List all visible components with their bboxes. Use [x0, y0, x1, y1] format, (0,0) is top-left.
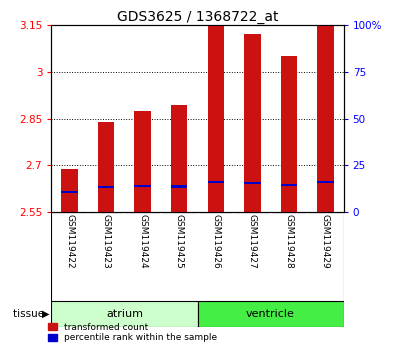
Text: GSM119428: GSM119428 [284, 214, 293, 269]
Title: GDS3625 / 1368722_at: GDS3625 / 1368722_at [117, 10, 278, 24]
Text: GSM119423: GSM119423 [102, 214, 111, 269]
Bar [207, 181, 224, 183]
Bar [171, 104, 188, 212]
Text: ▶: ▶ [42, 309, 49, 319]
Bar [51, 301, 198, 327]
Text: GSM119424: GSM119424 [138, 214, 147, 269]
Text: atrium: atrium [106, 309, 143, 319]
Text: GSM119427: GSM119427 [248, 214, 257, 269]
Bar [317, 25, 334, 212]
Bar [134, 185, 151, 187]
Text: GSM119425: GSM119425 [175, 214, 184, 269]
Bar [244, 182, 261, 184]
Bar [280, 184, 297, 186]
Bar [198, 301, 344, 327]
Bar [134, 111, 151, 212]
Bar [61, 169, 78, 212]
Bar [244, 34, 261, 212]
Bar [61, 191, 78, 193]
Bar [317, 181, 334, 183]
Text: ventricle: ventricle [246, 309, 295, 319]
Bar [171, 185, 188, 188]
Bar [207, 25, 224, 212]
Text: tissue: tissue [13, 309, 47, 319]
Bar [98, 122, 115, 212]
Text: GSM119429: GSM119429 [321, 214, 330, 269]
Bar [280, 56, 297, 212]
Legend: transformed count, percentile rank within the sample: transformed count, percentile rank withi… [48, 322, 217, 342]
Text: GSM119422: GSM119422 [65, 214, 74, 269]
Bar [98, 186, 115, 188]
Text: GSM119426: GSM119426 [211, 214, 220, 269]
